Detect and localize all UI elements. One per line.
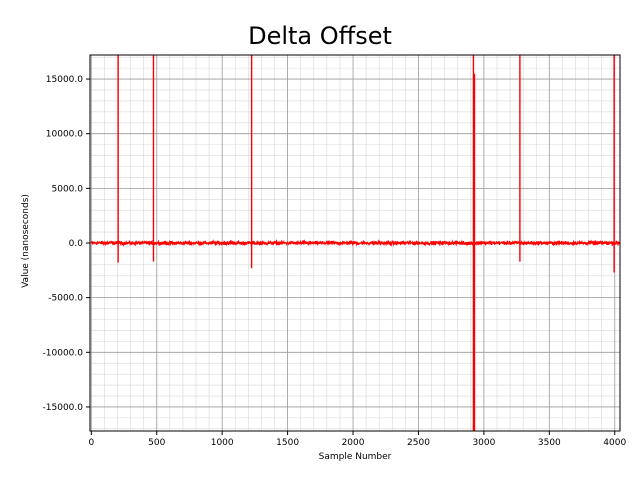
x-axis-label: Sample Number	[319, 452, 392, 462]
x-tick-label: 4000	[603, 438, 626, 448]
x-tick-label: 1500	[276, 438, 299, 448]
chart-title: Delta Offset	[248, 22, 392, 50]
y-tick-label: 0.0	[69, 239, 84, 249]
x-axis-ticks: 0 500 1000 1500 2000 2500 3000 3500 4000	[88, 431, 626, 448]
y-tick-label: -10000.0	[43, 348, 84, 358]
x-tick-label: 2000	[342, 438, 365, 448]
x-tick-label: 3500	[538, 438, 561, 448]
y-tick-label: 5000.0	[52, 184, 84, 194]
y-tick-label: 15000.0	[46, 75, 83, 85]
x-tick-label: 2500	[407, 438, 430, 448]
x-tick-label: 3000	[472, 438, 495, 448]
y-tick-label: -5000.0	[48, 294, 83, 304]
y-axis-label: Value (nanoseconds)	[21, 194, 31, 288]
y-tick-label: -15000.0	[43, 403, 84, 413]
x-tick-label: 1000	[211, 438, 234, 448]
series-layer	[90, 55, 621, 431]
x-tick-label: 0	[88, 438, 94, 448]
x-tick-label: 500	[148, 438, 165, 448]
series-line	[90, 239, 621, 247]
y-axis-ticks: 15000.0 10000.0 5000.0 0.0 -5000.0 -10000.0 -1…	[43, 75, 90, 413]
y-tick-label: 10000.0	[46, 130, 83, 140]
